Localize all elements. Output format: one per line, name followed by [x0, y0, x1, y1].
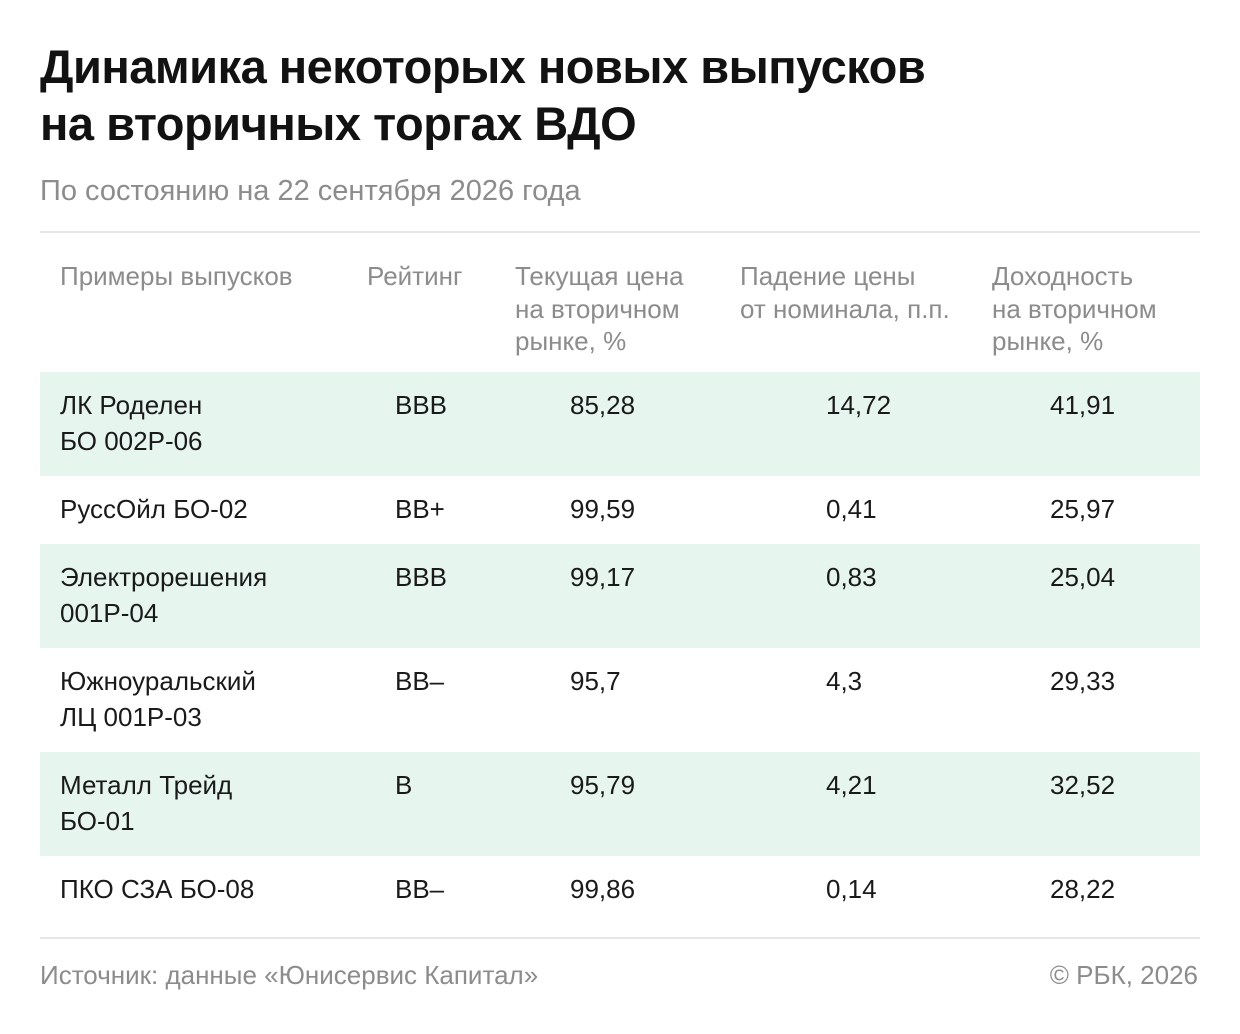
column-header-yield: Доходность на вторичном рынке, % [992, 261, 1157, 356]
yield-cell: 25,97 [1050, 494, 1116, 524]
price-cell: 85,28 [570, 390, 636, 420]
rating-cell: BB– [395, 874, 445, 904]
price-drop-cell: 4,3 [826, 666, 863, 696]
issue-name-cell: ЛК Роделен БО 002Р-06 [60, 390, 203, 456]
issue-name-cell: Электрорешения 001Р-04 [60, 562, 268, 628]
column-header-issue: Примеры выпусков [60, 261, 293, 291]
price-drop-cell: 0,83 [826, 562, 877, 592]
yield-cell: 28,22 [1050, 874, 1116, 904]
rating-cell: B [395, 770, 413, 800]
price-drop-cell: 4,21 [826, 770, 877, 800]
table-row: Электрорешения 001Р-04 BBB 99,17 0,83 25,04 [40, 544, 1200, 648]
chart-title-line-2: на вторичных торгах ВДО [40, 97, 637, 150]
price-cell: 99,17 [570, 562, 636, 592]
yield-cell: 32,52 [1050, 770, 1116, 800]
price-drop-cell: 0,41 [826, 494, 877, 524]
issue-name-cell: ПКО СЗА БО-08 [60, 874, 255, 904]
rating-cell: BB– [395, 666, 445, 696]
table-row: РуссОйл БО-02 BB+ 99,59 0,41 25,97 [40, 476, 1200, 544]
chart-title: Динамика некоторых новых выпусков на вто… [40, 38, 1200, 152]
table-row: ЛК Роделен БО 002Р-06 BBB 85,28 14,72 41,91 [40, 372, 1200, 476]
copyright-note: © РБК, 2026 [1049, 960, 1198, 990]
column-header-price: Текущая цена на вторичном рынке, % [515, 261, 684, 356]
column-header-price-drop: Падение цены от номинала, п.п. [740, 261, 950, 324]
price-cell: 99,86 [570, 874, 636, 904]
table-row: Металл Трейд БО-01 B 95,79 4,21 32,52 [40, 752, 1200, 856]
price-drop-cell: 14,72 [826, 390, 892, 420]
rating-cell: BBB [395, 562, 448, 592]
price-drop-cell: 0,14 [826, 874, 877, 904]
table-body: ЛК Роделен БО 002Р-06 BBB 85,28 14,72 41,91 Р… [40, 372, 1200, 924]
chart-subtitle: По состоянию на 22 сентября 2026 года [40, 175, 581, 207]
table-header: Примеры выпусков Рейтинг Текущая цена на… [40, 260, 1200, 370]
yield-cell: 29,33 [1050, 666, 1116, 696]
price-cell: 99,59 [570, 494, 636, 524]
rating-cell: BBB [395, 390, 448, 420]
yield-cell: 25,04 [1050, 562, 1116, 592]
top-divider [40, 231, 1200, 233]
source-note: Источник: данные «Юнисервис Капитал» [40, 960, 539, 990]
issue-name-cell: РуссОйл БО-02 [60, 494, 248, 524]
price-cell: 95,79 [570, 770, 636, 800]
issue-name-cell: Металл Трейд БО-01 [60, 770, 233, 836]
bottom-divider [40, 937, 1200, 939]
issue-name-cell: Южноуральский ЛЦ 001Р-03 [60, 666, 256, 732]
table-row: ПКО СЗА БО-08 BB– 99,86 0,14 28,22 [40, 856, 1200, 924]
table-row: Южноуральский ЛЦ 001Р-03 BB– 95,7 4,3 29,33 [40, 648, 1200, 752]
chart-title-line-1: Динамика некоторых новых выпусков [40, 40, 926, 93]
price-cell: 95,7 [570, 666, 621, 696]
yield-cell: 41,91 [1050, 390, 1116, 420]
rating-cell: BB+ [395, 494, 445, 524]
column-header-rating: Рейтинг [367, 261, 463, 291]
